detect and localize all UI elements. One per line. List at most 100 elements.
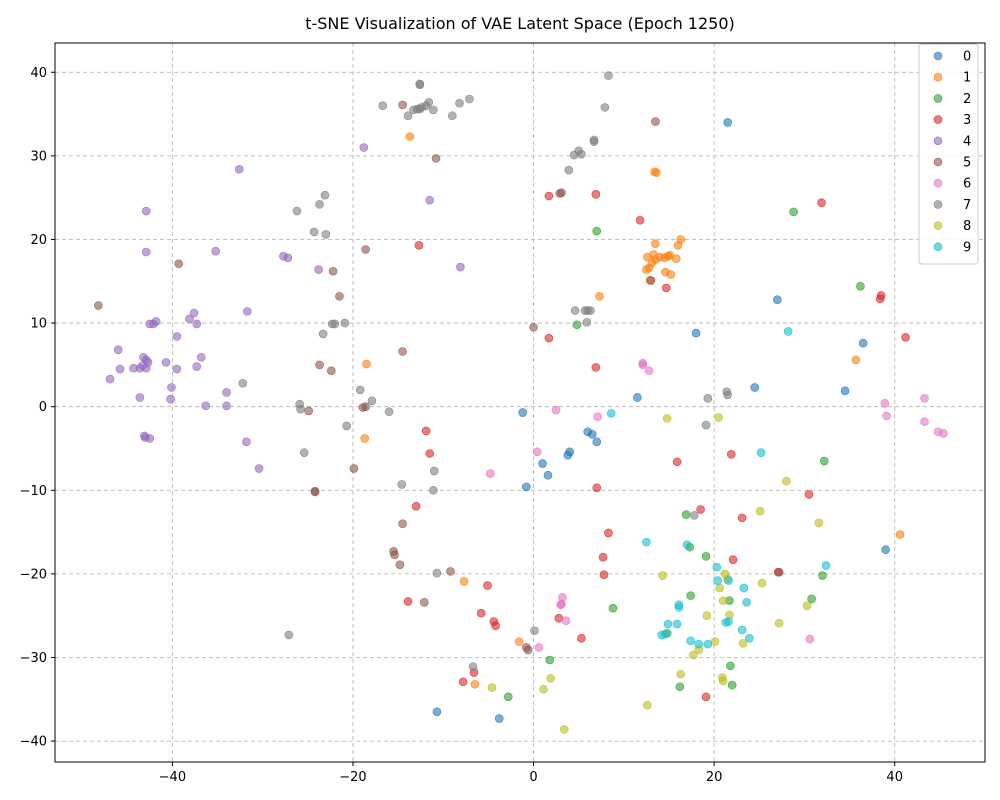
data-point-class-4 — [141, 206, 151, 216]
data-point-class-2 — [819, 456, 829, 466]
data-point-class-3 — [403, 597, 413, 606]
legend-marker — [933, 221, 943, 230]
data-point-class-3 — [425, 449, 435, 458]
data-point-class-6 — [534, 643, 544, 652]
data-point-class-7 — [330, 319, 340, 329]
data-point-class-6 — [556, 600, 565, 610]
data-point-class-2 — [727, 680, 737, 690]
data-point-class-7 — [318, 329, 328, 339]
data-point-class-5 — [419, 598, 429, 607]
grid-lines — [55, 43, 985, 762]
data-point-class-5 — [431, 154, 441, 163]
data-point-class-9 — [713, 576, 723, 585]
data-point-class-8 — [757, 578, 767, 588]
data-point-class-7 — [309, 227, 319, 237]
data-point-class-8 — [802, 601, 812, 610]
data-point-class-6 — [593, 412, 602, 422]
data-point-class-8 — [559, 725, 569, 734]
legend: 0 1 2 3 4 5 6 7 8 9 — [918, 43, 979, 265]
data-point-class-2 — [701, 552, 711, 561]
data-point-class-7 — [577, 149, 586, 159]
data-point-class-2 — [686, 591, 695, 600]
data-point-class-9 — [712, 562, 722, 572]
data-point-class-0 — [518, 408, 528, 417]
data-point-class-0 — [522, 482, 531, 492]
data-point-class-6 — [561, 616, 571, 626]
data-point-class-8 — [714, 413, 723, 422]
data-point-class-3 — [604, 528, 613, 538]
data-point-class-7 — [468, 662, 478, 671]
data-point-class-3 — [901, 332, 910, 342]
data-point-class-6 — [532, 447, 542, 457]
legend-marker — [933, 200, 943, 209]
data-point-class-7 — [378, 101, 388, 111]
data-point-class-4 — [141, 363, 151, 373]
data-point-class-8 — [774, 618, 784, 628]
data-point-class-8 — [710, 637, 720, 646]
data-point-class-3 — [599, 570, 609, 580]
data-point-class-7 — [429, 466, 439, 476]
data-point-class-4 — [172, 364, 182, 374]
x-tick-label: −40 — [159, 770, 186, 785]
data-point-class-3 — [635, 215, 645, 225]
y-tick-label: 30 — [30, 149, 47, 164]
data-point-class-5 — [310, 487, 320, 497]
data-point-class-6 — [485, 469, 495, 478]
data-point-class-1 — [673, 241, 683, 250]
data-point-class-5 — [523, 645, 533, 655]
legend-marker — [933, 136, 943, 146]
y-tick-label: 0 — [39, 400, 47, 415]
y-tick-label: 10 — [30, 317, 47, 332]
data-point-class-7 — [569, 150, 579, 160]
legend-label: 8 — [963, 219, 971, 234]
data-point-class-3 — [591, 190, 601, 199]
data-point-class-2 — [545, 655, 555, 665]
data-point-class-4 — [145, 434, 155, 443]
data-point-class-3 — [411, 501, 421, 511]
legend-marker — [933, 72, 943, 82]
data-point-class-4 — [283, 253, 293, 263]
data-point-class-5 — [395, 560, 405, 569]
data-point-class-7 — [455, 98, 464, 108]
data-point-class-5 — [361, 245, 370, 254]
data-point-class-5 — [646, 276, 656, 285]
data-point-class-4 — [135, 393, 145, 402]
legend-label: 5 — [963, 156, 971, 171]
data-point-class-7 — [432, 568, 442, 578]
legend-label: 0 — [963, 50, 971, 65]
data-point-class-7 — [701, 420, 711, 430]
data-point-class-5 — [774, 567, 784, 577]
legend-label: 9 — [963, 240, 971, 255]
data-point-class-3 — [414, 241, 424, 250]
data-point-class-2 — [592, 226, 602, 236]
data-point-class-7 — [689, 511, 699, 520]
data-point-class-8 — [814, 518, 824, 528]
data-point-class-0 — [691, 328, 701, 338]
scatter-points — [94, 71, 948, 734]
data-point-class-9 — [682, 540, 692, 549]
data-point-class-3 — [544, 333, 554, 343]
data-point-class-9 — [745, 633, 754, 643]
data-point-class-2 — [675, 682, 685, 692]
data-point-class-4 — [166, 394, 175, 404]
data-point-class-4 — [222, 388, 231, 397]
data-point-class-7 — [600, 103, 610, 112]
data-point-class-8 — [658, 571, 667, 580]
data-point-class-5 — [335, 292, 344, 301]
data-point-class-1 — [362, 359, 371, 369]
data-point-class-9 — [821, 561, 831, 570]
data-point-class-7 — [321, 230, 331, 239]
data-point-class-7 — [403, 111, 413, 121]
data-point-class-1 — [470, 679, 480, 689]
legend-label: 3 — [963, 113, 971, 128]
data-point-class-2 — [856, 281, 865, 291]
legend-label: 1 — [963, 71, 971, 86]
data-point-class-3 — [696, 505, 705, 514]
data-point-class-4 — [161, 358, 171, 367]
data-point-class-4 — [314, 265, 323, 274]
data-point-class-1 — [643, 252, 652, 262]
data-point-class-3 — [661, 283, 671, 293]
data-point-class-8 — [718, 596, 728, 605]
x-tick-label: 40 — [886, 770, 903, 785]
